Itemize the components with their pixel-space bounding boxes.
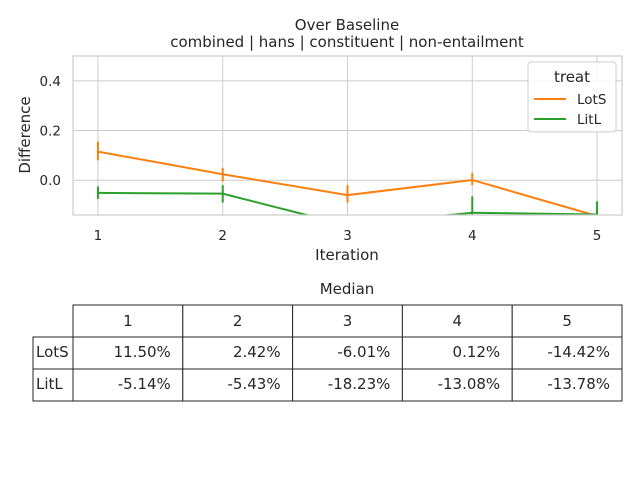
table-cell [511, 368, 623, 402]
table-header-label: 3 [343, 312, 353, 330]
chart-subtitle: combined | hans | constituent | non-enta… [170, 33, 524, 51]
legend: treat LotS LitL [527, 61, 617, 133]
x-axis-label: Iteration [315, 246, 379, 264]
x-tick-label: 3 [343, 228, 352, 244]
table-row-label-cell [32, 368, 74, 402]
table-header-cell [72, 304, 184, 338]
table-cell [401, 336, 513, 370]
table-cell-value: -6.01% [337, 343, 390, 361]
legend-box [527, 61, 617, 133]
y-tick-label: 0.0 [40, 173, 61, 189]
table-row-label: LitL [36, 375, 63, 393]
series-line-litl [97, 191, 598, 215]
x-tick-label: 5 [593, 228, 602, 244]
table-header-cell [511, 304, 623, 338]
y-tick-label: 0.4 [40, 74, 61, 90]
y-tick-label: 0.2 [40, 124, 61, 140]
x-tick-label: 1 [94, 228, 103, 244]
table-header-label: 2 [233, 312, 243, 330]
x-tick-label: 4 [468, 228, 477, 244]
series-group [96, 141, 599, 215]
table-title: Median [320, 280, 375, 298]
median-table: 1 2 3 4 5 LotS 11.50% 2.42% -6.01% 0.12% -14.42% Li… [32, 304, 623, 402]
table-cell [72, 368, 184, 402]
table-header-label: 4 [453, 312, 463, 330]
table-row-label: LotS [36, 343, 69, 361]
legend-label-lots: LotS [577, 92, 606, 108]
table-cell-value: -5.14% [118, 375, 171, 393]
table-cell [292, 336, 403, 370]
table-cell [401, 368, 513, 402]
table-cell-value: 2.42% [233, 343, 281, 361]
table-cell-value: 11.50% [114, 343, 171, 361]
table-cell [72, 336, 184, 370]
table-header-cell [292, 304, 403, 338]
table-cell-value: 0.12% [453, 343, 501, 361]
table-cell [511, 336, 623, 370]
table-cell-value: -5.43% [228, 375, 281, 393]
plot-frame [72, 55, 623, 216]
legend-title: treat [554, 68, 590, 86]
table-cell-value: -13.08% [438, 375, 501, 393]
x-tick-label: 2 [218, 228, 227, 244]
table-cell-value: -18.23% [328, 375, 391, 393]
legend-label-litl: LitL [577, 112, 602, 128]
table-cell-value: -14.42% [547, 343, 610, 361]
table-cell [292, 368, 403, 402]
table-cell-value: -13.78% [547, 375, 610, 393]
table-header-label: 1 [123, 312, 133, 330]
chart-title: Over Baseline [295, 16, 399, 34]
table-cell [182, 368, 294, 402]
table-header-label: 5 [562, 312, 572, 330]
y-axis-label: Difference [16, 96, 34, 173]
